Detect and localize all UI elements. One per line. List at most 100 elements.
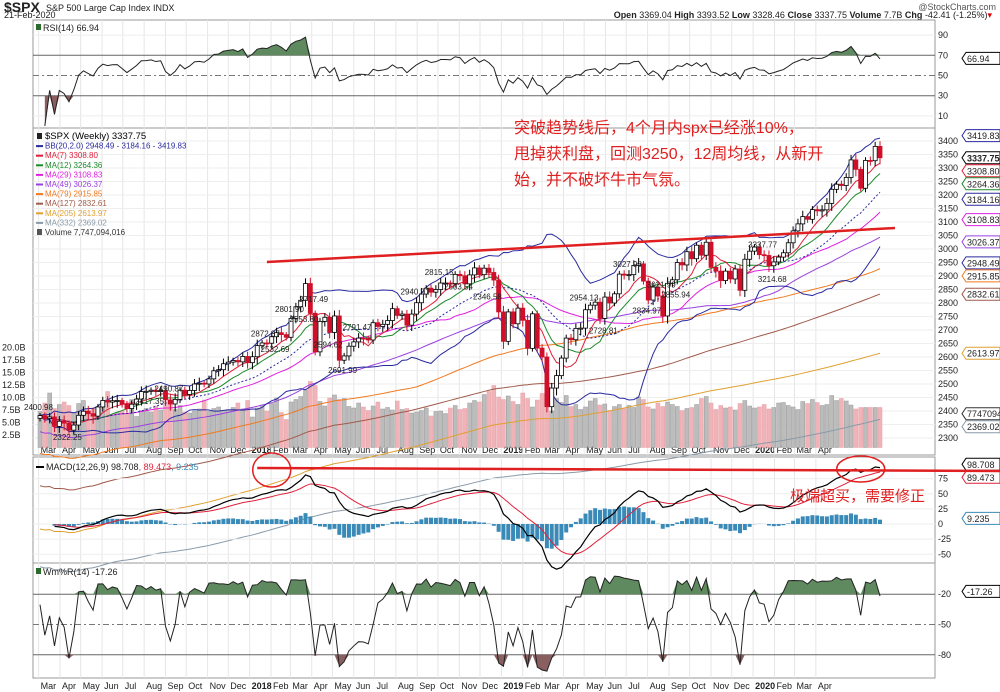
candle-body bbox=[390, 308, 395, 321]
candle-body bbox=[737, 268, 743, 291]
y-tick-label: 2550 bbox=[938, 366, 958, 376]
macd-histogram-bar bbox=[91, 522, 96, 524]
candle-body bbox=[486, 267, 492, 273]
candle-body bbox=[568, 337, 574, 341]
volume-bar bbox=[235, 402, 241, 448]
candle-body bbox=[216, 369, 222, 372]
price-tag-box bbox=[961, 192, 1000, 206]
volume-bar bbox=[317, 401, 323, 448]
volume-bar bbox=[863, 407, 868, 448]
volume-bar bbox=[641, 399, 646, 448]
y-tick-label: 3000 bbox=[938, 244, 958, 254]
y-tick-label: 2750 bbox=[938, 312, 958, 322]
change-value: -42.41 (-1.25%) bbox=[924, 10, 988, 20]
macd-histogram-bar bbox=[284, 520, 289, 524]
candle-body bbox=[278, 332, 284, 335]
volume-bar bbox=[592, 398, 598, 448]
macd-histogram-bar bbox=[458, 519, 462, 524]
volume-bar bbox=[332, 394, 337, 448]
candle-body bbox=[153, 389, 159, 392]
candle-body bbox=[385, 320, 390, 325]
candle-body bbox=[462, 275, 468, 285]
candle-body bbox=[240, 356, 246, 363]
volume-bar bbox=[559, 402, 564, 448]
volume-bar bbox=[158, 409, 163, 448]
x-tick-label-bottom: 2020 bbox=[755, 681, 775, 691]
candle-body bbox=[843, 177, 849, 186]
macd-histogram-bar bbox=[414, 521, 419, 524]
candle-body bbox=[274, 332, 279, 338]
volume-bar bbox=[665, 401, 670, 448]
bb-lower-line bbox=[39, 246, 881, 434]
legend-swatch bbox=[36, 183, 43, 186]
price-label: 2728.81 bbox=[589, 327, 618, 336]
macd-histogram-bar bbox=[462, 521, 467, 524]
ma-79-line bbox=[39, 268, 881, 459]
candle-body bbox=[81, 410, 86, 416]
price-label: 3027.98 bbox=[613, 260, 642, 269]
price-label: 2490.87 bbox=[154, 385, 183, 394]
candle-body bbox=[196, 382, 202, 385]
volume-bar bbox=[805, 403, 810, 448]
volume-bar bbox=[428, 415, 434, 448]
candle-body bbox=[124, 403, 130, 409]
macd-histogram-bar bbox=[260, 519, 265, 524]
candle-body bbox=[443, 282, 448, 285]
macd-histogram-bar bbox=[776, 524, 781, 526]
volume-tick-label: 15.0B bbox=[2, 368, 26, 378]
candle-body bbox=[167, 399, 173, 405]
candle-body bbox=[293, 306, 299, 319]
candle-body bbox=[573, 327, 579, 341]
price-tag: 2369.02 bbox=[961, 420, 1000, 434]
volume-bar bbox=[259, 404, 265, 448]
volume-bar bbox=[308, 381, 313, 448]
legend-swatch bbox=[36, 145, 43, 148]
candle-body bbox=[781, 252, 786, 258]
volume-bar bbox=[380, 408, 386, 448]
candle-body bbox=[853, 159, 859, 170]
volume-bar bbox=[573, 404, 579, 448]
price-tag: 3308.80 bbox=[961, 164, 1000, 178]
volume-bar bbox=[462, 408, 468, 448]
wr-tag-text: -17.26 bbox=[967, 587, 993, 597]
candle-body bbox=[467, 274, 473, 285]
macd-histogram-bar bbox=[694, 517, 699, 524]
volume-bar bbox=[375, 401, 381, 448]
x-tick-label: Mar bbox=[292, 445, 308, 455]
volume-bar bbox=[694, 404, 699, 448]
x-tick-label-bottom: Apr bbox=[62, 681, 76, 691]
volume-bar bbox=[240, 408, 246, 448]
volume-bar bbox=[443, 413, 448, 448]
macd-histogram-bar bbox=[163, 522, 168, 524]
volume-bar bbox=[563, 395, 569, 448]
candle-body bbox=[558, 357, 564, 377]
volume-bar bbox=[134, 416, 139, 448]
price-label: 2717.49 bbox=[299, 295, 328, 304]
rsi-title: RSI(14) 66.94 bbox=[43, 23, 99, 33]
macd-histogram-bar bbox=[549, 524, 554, 549]
volume-tick-label: 20.0B bbox=[2, 343, 26, 353]
candle-body bbox=[283, 334, 289, 338]
volume-bar bbox=[356, 402, 361, 448]
candle-body bbox=[114, 400, 120, 402]
macd-histogram-bar bbox=[868, 518, 873, 524]
volume-bar bbox=[491, 385, 497, 448]
candle-body bbox=[351, 341, 357, 347]
candle-body bbox=[501, 311, 506, 342]
x-tick-label: May bbox=[586, 445, 604, 455]
candle-body bbox=[858, 168, 864, 189]
volume-bar bbox=[530, 406, 535, 448]
x-tick-label: 2020 bbox=[755, 445, 775, 455]
macd-histogram-bar bbox=[849, 513, 854, 524]
macd-histogram-bar bbox=[71, 524, 76, 527]
candle-body bbox=[578, 327, 584, 330]
y-tick-label: 3300 bbox=[938, 163, 958, 173]
volume-bar bbox=[713, 409, 719, 448]
ma-205-line bbox=[39, 352, 881, 534]
volume-tick-label: 7.5B bbox=[2, 405, 21, 415]
price-tag-box bbox=[961, 407, 1000, 421]
macd-histogram-bar bbox=[578, 518, 583, 524]
macd-histogram-bar bbox=[346, 524, 351, 538]
volume-bar bbox=[153, 405, 159, 448]
candle-body bbox=[182, 389, 188, 395]
